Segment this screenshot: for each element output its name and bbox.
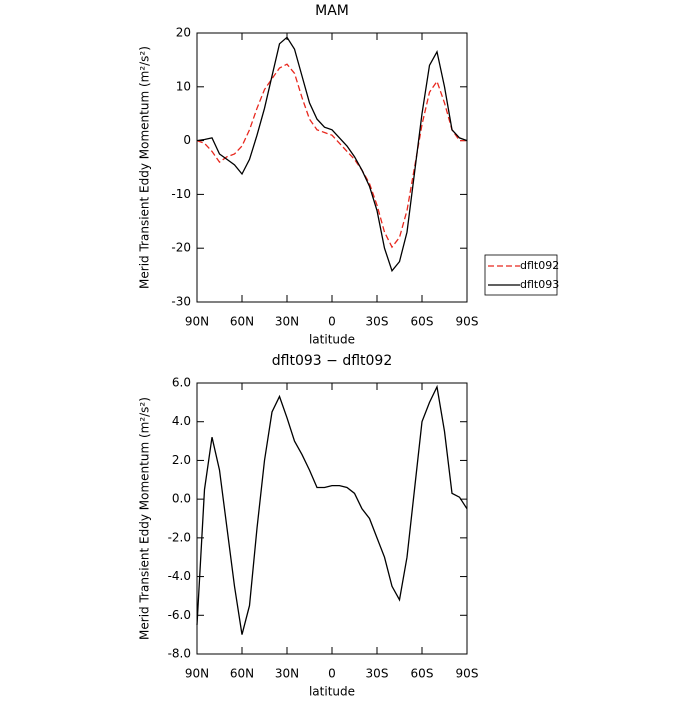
y-tick-label: -20 [171,241,191,255]
y-tick-label: -4.0 [168,569,191,583]
x-tick-label: 90S [456,315,479,329]
y-tick-label: 4.0 [172,414,191,428]
y-tick-label: 6.0 [172,376,191,390]
y-tick-label: 0 [183,133,191,147]
data-line [196,384,468,635]
legend-label: dflt093 [520,278,559,291]
y-tick-label: -6.0 [168,608,191,622]
chart-title: dflt093 − dflt092 [272,353,392,369]
x-tick-label: 0 [328,667,336,681]
data-line [196,36,468,273]
x-tick-label: 90N [185,315,209,329]
y-tick-label: -8.0 [168,647,191,661]
legend-label: dflt092 [520,259,559,272]
y-tick-label: -10 [171,187,191,201]
x-tick-label: 90N [185,667,209,681]
x-tick-label: 30S [366,667,389,681]
plot-frame [196,32,468,303]
y-axis-label: Merid Transient Eddy Momentum (m²/s²) [138,397,152,640]
x-tick-label: 30S [366,315,389,329]
y-tick-label: 0.0 [172,492,191,506]
y-tick-label: 2.0 [172,453,191,467]
y-tick-label: 10 [176,79,191,93]
y-tick-label: 20 [176,26,191,40]
x-tick-label: 60N [230,315,254,329]
chart-title: MAM [315,3,349,19]
plot-frame [196,382,468,655]
x-tick-label: 30N [275,667,299,681]
x-axis-label: latitude [309,333,355,347]
y-tick-label: -2.0 [168,530,191,544]
x-tick-label: 0 [328,315,336,329]
data-line [196,63,467,249]
x-tick-label: 90S [456,667,479,681]
y-axis-label: Merid Transient Eddy Momentum (m²/s²) [138,46,152,289]
y-tick-label: -30 [171,295,191,309]
x-tick-label: 60S [411,315,434,329]
x-tick-label: 60N [230,667,254,681]
legend-box [484,254,558,296]
x-tick-label: 60S [411,667,434,681]
x-tick-label: 30N [275,315,299,329]
x-axis-label: latitude [309,685,355,699]
